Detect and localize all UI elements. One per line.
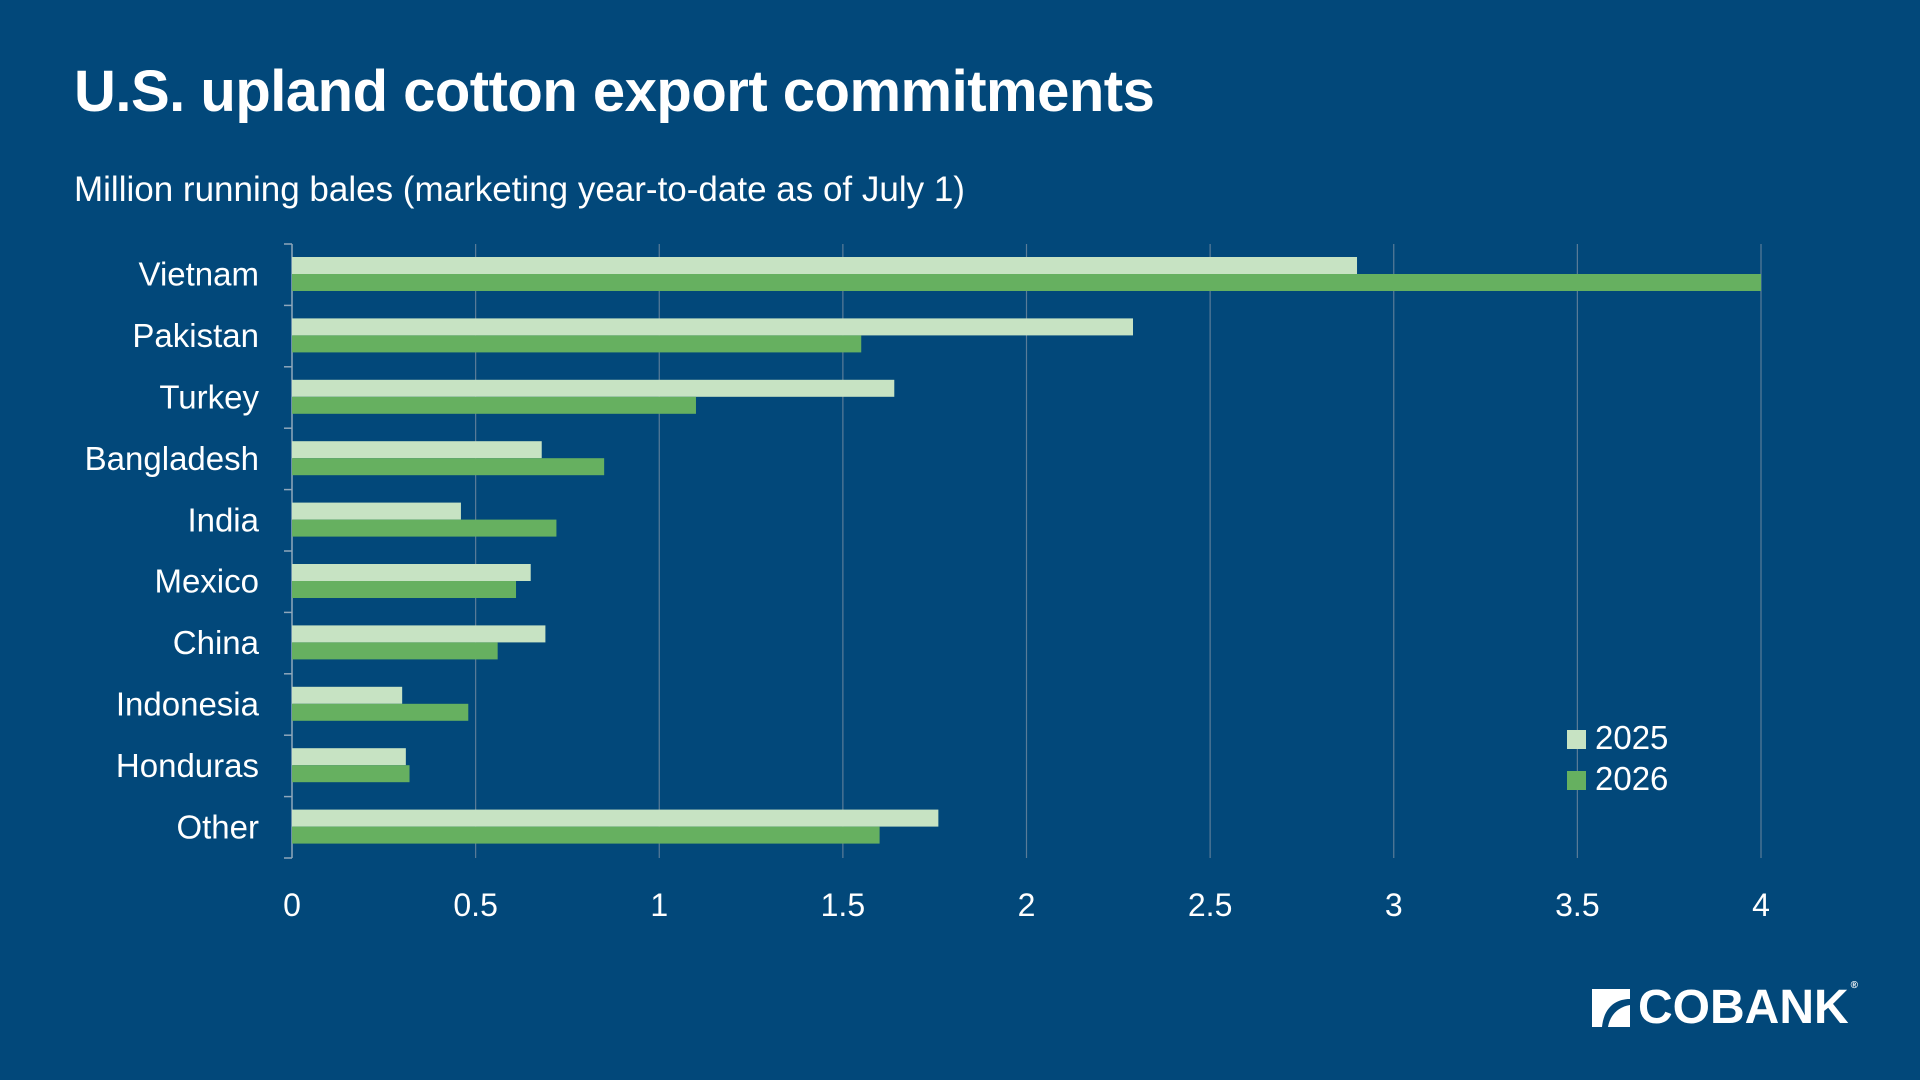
x-tick-label: 0.5 <box>453 887 497 923</box>
bar-2026-vietnam <box>292 274 1761 291</box>
bar-2026-china <box>292 642 498 660</box>
bar-2025-india <box>292 502 461 520</box>
bar-2026-turkey <box>292 396 696 414</box>
category-label: Vietnam <box>139 256 259 293</box>
bar-2026-other <box>292 826 880 844</box>
category-label: Honduras <box>116 747 259 784</box>
bar-2025-pakistan <box>292 318 1134 336</box>
legend-swatch-2026 <box>1567 771 1586 790</box>
legend-label: 2026 <box>1595 760 1668 797</box>
x-tick-label: 4 <box>1752 887 1770 923</box>
x-tick-label: 1 <box>650 887 668 923</box>
category-label: China <box>173 624 260 661</box>
legend-label: 2025 <box>1595 719 1668 756</box>
bar-2025-mexico <box>292 564 531 581</box>
x-tick-label: 1.5 <box>821 887 865 923</box>
category-label: Other <box>176 808 259 845</box>
cobank-logo-icon <box>1592 988 1630 1027</box>
bar-2026-mexico <box>292 581 517 598</box>
category-label: Pakistan <box>132 317 259 354</box>
bar-2025-other <box>292 809 939 827</box>
bar-2026-india <box>292 519 557 537</box>
category-label: Bangladesh <box>85 440 259 477</box>
legend-swatch-2025 <box>1567 730 1586 749</box>
x-tick-label: 2 <box>1018 887 1036 923</box>
bar-2025-china <box>292 625 546 643</box>
x-tick-label: 3.5 <box>1555 887 1599 923</box>
category-label: Turkey <box>159 379 259 416</box>
x-tick-label: 0 <box>283 887 301 923</box>
bar-2026-honduras <box>292 765 410 783</box>
category-label: Mexico <box>154 563 259 600</box>
cobank-logo: COBANK ® <box>1590 980 1858 1035</box>
bar-2025-bangladesh <box>292 441 542 459</box>
x-tick-label: 2.5 <box>1188 887 1232 923</box>
bar-2025-turkey <box>292 379 895 397</box>
x-tick-label: 3 <box>1385 887 1403 923</box>
bar-2026-bangladesh <box>292 458 605 476</box>
category-label: Indonesia <box>116 686 260 723</box>
chart-subtitle: Million running bales (marketing year-to… <box>74 170 965 209</box>
bar-2025-indonesia <box>292 686 403 704</box>
bar-2025-honduras <box>292 748 406 766</box>
chart-title: U.S. upland cotton export commitments <box>74 59 1155 124</box>
bar-2025-vietnam <box>292 257 1358 274</box>
bar-2026-indonesia <box>292 703 469 721</box>
cobank-logo-text: COBANK ® <box>1638 980 1859 1034</box>
bar-2026-pakistan <box>292 335 862 353</box>
category-label: India <box>187 501 259 538</box>
